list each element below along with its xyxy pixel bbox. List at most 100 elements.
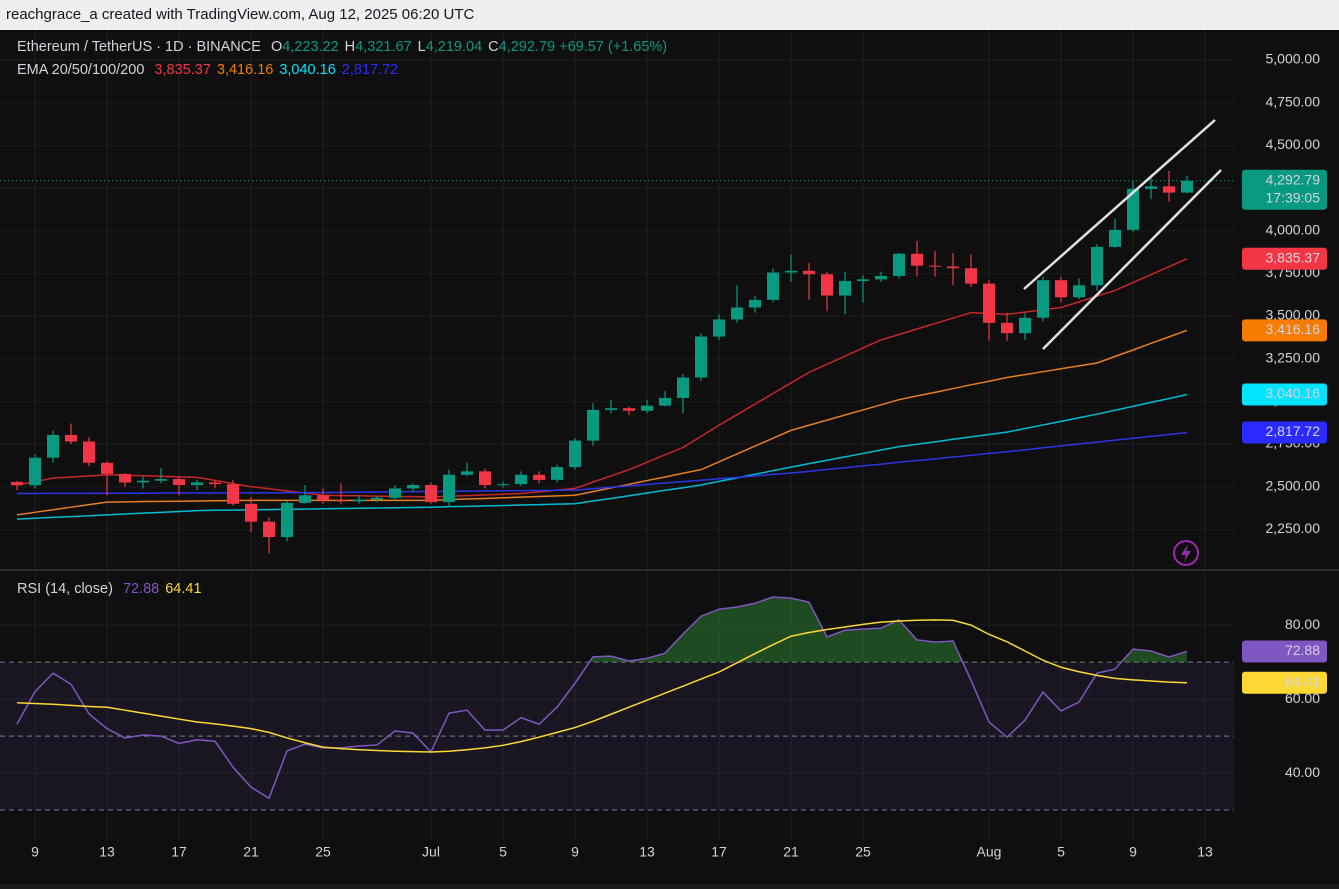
ema-value: 2,817.72 bbox=[341, 62, 399, 78]
candle-body bbox=[983, 283, 995, 323]
candle-body bbox=[1109, 229, 1121, 247]
candle-body bbox=[83, 441, 95, 463]
ohlc-key: C bbox=[488, 39, 499, 55]
candle-body bbox=[1163, 186, 1175, 193]
candle-body bbox=[335, 500, 347, 502]
symbol: Ethereum / TetherUS · 1D · BINANCE bbox=[17, 39, 261, 55]
ohlc-key: H bbox=[344, 39, 356, 55]
x-tick-label: 25 bbox=[315, 844, 331, 860]
candle-body bbox=[299, 495, 311, 503]
x-tick-label: 13 bbox=[639, 844, 655, 860]
candle-body bbox=[173, 479, 185, 486]
x-tick-label: 13 bbox=[1197, 844, 1213, 860]
ema-line bbox=[17, 431, 1188, 495]
ohlc-key: L bbox=[417, 39, 426, 55]
candle-body bbox=[353, 499, 365, 502]
change: +69.57 (+1.65%) bbox=[559, 39, 668, 55]
y-tick-label: 3,500.00 bbox=[1266, 307, 1321, 323]
x-tick-label: 17 bbox=[171, 844, 187, 860]
y-tick-label: 40.00 bbox=[1285, 764, 1320, 780]
candle-body bbox=[461, 471, 473, 475]
header: reachgrace_a created with TradingView.co… bbox=[0, 0, 1339, 30]
candle-body bbox=[443, 474, 455, 503]
candle-body bbox=[317, 495, 329, 501]
candle-body bbox=[425, 485, 437, 503]
candle-body bbox=[1001, 322, 1013, 334]
candle-body bbox=[1055, 280, 1067, 298]
ema-value: 3,040.16 bbox=[279, 62, 336, 78]
y-tick-label: 5,000.00 bbox=[1266, 51, 1321, 67]
candle-body bbox=[623, 408, 635, 411]
channel-lower[interactable] bbox=[1042, 169, 1222, 350]
ema-legend: EMA 20/50/100/200 3,835.37 3,416.16 3,040.… bbox=[17, 62, 398, 78]
y-tick-label: 4,750.00 bbox=[1266, 93, 1321, 109]
candle-body bbox=[1127, 188, 1139, 230]
price-badge bbox=[1242, 640, 1327, 663]
ohlc-value: 4,321.67 bbox=[355, 39, 412, 55]
y-tick-label: 4,500.00 bbox=[1266, 136, 1321, 152]
candle-body bbox=[857, 279, 869, 282]
price-badge bbox=[1242, 247, 1327, 270]
candle-body bbox=[119, 473, 131, 483]
price-badge-label: 72.88 bbox=[1285, 642, 1320, 658]
candle-body bbox=[479, 471, 491, 486]
candle-body bbox=[227, 484, 239, 504]
rsi-value: 72.88 bbox=[122, 581, 160, 597]
candle-body bbox=[1073, 285, 1085, 298]
y-tick-label: 2,500.00 bbox=[1266, 477, 1321, 493]
candle-body bbox=[587, 409, 599, 441]
candle-body bbox=[1145, 186, 1157, 189]
candle-body bbox=[1037, 280, 1049, 318]
price-badge bbox=[1242, 671, 1327, 694]
candle-body bbox=[803, 270, 815, 275]
x-tick-label: 25 bbox=[855, 844, 871, 860]
overbought-fill bbox=[589, 597, 1187, 663]
candle-body bbox=[1181, 180, 1193, 193]
x-tick-label: 17 bbox=[711, 844, 727, 860]
current-price-badge bbox=[1242, 169, 1327, 210]
price-badge-label: 3,416.16 bbox=[1266, 321, 1321, 337]
rsi-line bbox=[16, 596, 1188, 800]
ohlc-value: 4,219.04 bbox=[425, 39, 483, 55]
chart-area: 9 13 17 21 25 Jul 5 9 13 17 21 25 Aug 5 9 13 2,250.00 2,5… bbox=[0, 30, 1339, 889]
candle-body bbox=[569, 440, 581, 468]
candle-body bbox=[785, 270, 797, 273]
x-tick-label: 9 bbox=[31, 844, 39, 860]
candle-body bbox=[263, 521, 275, 538]
candle-body bbox=[821, 274, 833, 296]
candle-body bbox=[497, 484, 509, 486]
x-tick-label: Jul bbox=[422, 844, 440, 860]
candle-body bbox=[137, 480, 149, 483]
x-tick-label: 5 bbox=[499, 844, 507, 860]
ohlc-values: O4,223.22 H4,321.67 L4,219.04 C4,292.79 bbox=[265, 39, 555, 55]
candle-body bbox=[911, 253, 923, 266]
candle-body bbox=[533, 474, 545, 480]
ohlc-value: 4,223.22 bbox=[282, 39, 339, 55]
candle-body bbox=[965, 268, 977, 284]
alert-icon[interactable] bbox=[1173, 540, 1199, 566]
candle-body bbox=[209, 482, 221, 485]
y-tick-label: 2,250.00 bbox=[1266, 520, 1321, 536]
candle-body bbox=[101, 462, 113, 474]
candle-body bbox=[641, 405, 653, 411]
channel-upper[interactable] bbox=[1023, 119, 1216, 290]
candle-body bbox=[551, 467, 563, 480]
candle-body bbox=[245, 503, 257, 522]
countdown: 17:39:05 bbox=[1266, 189, 1321, 205]
y-tick-label: 60.00 bbox=[1285, 690, 1320, 706]
candle-body bbox=[371, 497, 383, 500]
candle-body bbox=[677, 377, 689, 398]
candle-body bbox=[767, 272, 779, 300]
symbol-legend: Ethereum / TetherUS · 1D · BINANCE O4,22… bbox=[17, 39, 667, 55]
current-price-label: 4,292.79 bbox=[1266, 171, 1321, 187]
candle-body bbox=[47, 435, 59, 458]
candle-body bbox=[713, 319, 725, 337]
x-tick-label: 9 bbox=[1129, 844, 1137, 860]
x-tick-label: 13 bbox=[99, 844, 115, 860]
candle-body bbox=[839, 281, 851, 296]
candle-body bbox=[407, 485, 419, 489]
ohlc-value: 4,292.79 bbox=[498, 39, 556, 55]
x-tick-label: 21 bbox=[783, 844, 799, 860]
chart: 9 13 17 21 25 Jul 5 9 13 17 21 25 Aug 5 9 13 2,250.00 2,5… bbox=[0, 30, 1339, 884]
